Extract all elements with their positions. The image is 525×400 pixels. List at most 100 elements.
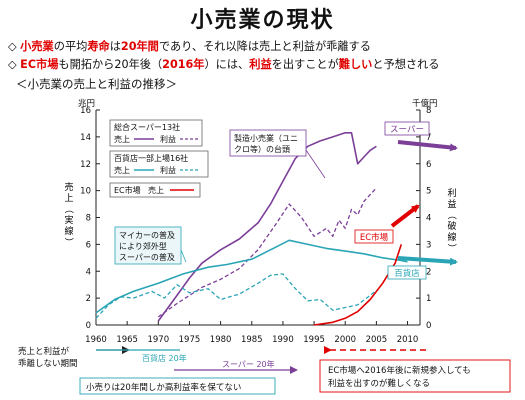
x-tick-label: 1960 — [85, 335, 107, 345]
y-left-tick-label: 8 — [86, 214, 91, 224]
axis-title-char: ） — [446, 243, 457, 252]
right-axis-unit: 千億円 — [412, 98, 438, 109]
no-divergence-note: 売上と利益が — [18, 346, 70, 357]
series-super_sales — [157, 132, 377, 322]
ec-label-box — [354, 229, 394, 244]
legend-item-label: 利益 — [160, 165, 176, 175]
y-left-tick-label: 16 — [80, 106, 91, 116]
y-right-tick-label: 8 — [426, 106, 431, 116]
uniqlo-callout-text: 製造小売業（ユニ — [234, 133, 298, 143]
bullet-segment: 寿命 — [87, 40, 110, 53]
y-right-tick-label: 2 — [426, 267, 431, 277]
dept-arrow — [397, 256, 458, 266]
bullet-segment: 2016年 — [162, 58, 205, 71]
bullet-segment: であり、それ以降は売上と利益が乖離する — [158, 40, 371, 53]
x-tick-label: 1990 — [272, 335, 294, 345]
bullet-segment: は — [109, 40, 121, 53]
x-tick-label: 2010 — [397, 335, 419, 345]
axis-title-char: ） — [63, 237, 74, 246]
legend-box — [109, 119, 203, 147]
series-dept_sales — [95, 239, 408, 314]
legend-box — [109, 150, 209, 178]
bullet-segment: ）には、 — [204, 58, 250, 71]
legend-item-label: 売上 — [114, 134, 130, 144]
bullet-segment: を出すことが — [271, 58, 339, 71]
axis-title-char: 益 — [447, 198, 456, 210]
axis-title-char: 実 — [64, 214, 73, 226]
legend-group-title: 百貨店一部上場16社 — [114, 153, 188, 163]
bullet-segment: 利益 — [249, 58, 272, 71]
uniqlo-callout-line — [305, 149, 326, 179]
y-left-tick-label: 0 — [86, 321, 91, 331]
super-label: スーパー — [390, 125, 424, 135]
bullet-1: ◇ 小売業の平均寿命は20年間であり、それ以降は売上と利益が乖離する — [8, 38, 440, 56]
x-tick-label: 2005 — [366, 335, 388, 345]
bullet-segment: ◇ — [8, 58, 21, 71]
bullet-segment: と予想される — [372, 58, 440, 71]
y-right-tick-label: 6 — [426, 160, 431, 170]
mycar-callout-text: スーパーの普及 — [119, 252, 175, 262]
axis-title-char: 線 — [64, 225, 73, 237]
super-arrow — [397, 140, 458, 152]
y-left-tick-label: 10 — [80, 187, 91, 197]
x-tick-label: 1970 — [147, 335, 169, 345]
right-axis-title: 利益（破線） — [446, 187, 457, 253]
y-left-tick-label: 14 — [80, 133, 91, 143]
mycar-callout-text: により郊外型 — [119, 241, 167, 251]
bullet-segment: 難しい — [338, 58, 373, 71]
x-tick-label: 1980 — [210, 335, 232, 345]
y-right-tick-label: 0 — [426, 321, 431, 331]
axis-title-char: 売 — [64, 181, 73, 193]
ec-note-text: EC市場へ2016年後に新規参入しても — [328, 365, 471, 376]
page-title: 小売業の現状 — [190, 8, 335, 33]
y-left-tick-label: 4 — [86, 267, 91, 277]
x-tick-label: 1975 — [179, 335, 201, 345]
ec-arrow — [390, 204, 420, 228]
x-tick-label: 2000 — [334, 335, 356, 345]
legend-item-label: 売上 — [114, 165, 130, 175]
super-label-box — [384, 121, 430, 136]
no-divergence-note: 乖離しない期間 — [18, 358, 78, 369]
legend-box — [109, 182, 201, 198]
bottom-note-box — [79, 377, 276, 395]
dept-span-label: 百貨店 20年 — [142, 353, 187, 363]
axis-title-char: （ — [446, 210, 457, 219]
mycar-callout-box — [114, 226, 182, 265]
bullet-segment: ◇ — [8, 40, 21, 53]
axis-title-char: （ — [63, 204, 74, 213]
axis-title-char: 利 — [447, 187, 456, 199]
chart-subtitle: ＜小売業の売上と利益の推移＞ — [16, 77, 177, 91]
left-axis-title: 売上（実線） — [63, 181, 74, 247]
legend-item-label: 利益 — [160, 134, 176, 144]
axis-title-char: 上 — [64, 193, 73, 204]
ec-note-box — [319, 359, 511, 393]
x-tick-label: 1965 — [116, 335, 138, 345]
super-span-label: スーパー 20年 — [222, 359, 275, 369]
uniqlo-callout-text: クロ等）の台頭 — [234, 144, 290, 154]
bullet-segment: の平均 — [53, 40, 88, 53]
axis-title-char: 破 — [447, 220, 456, 232]
bottom-note-text: 小売りは20年間しか高利益率を保てない — [86, 382, 241, 393]
bullet-segment: 20年間 — [120, 40, 159, 53]
summary-bullets: ◇ 小売業の平均寿命は20年間であり、それ以降は売上と利益が乖離する ◇ EC市… — [8, 38, 440, 74]
series-ec_sales — [313, 244, 403, 326]
axis-title-char: 線 — [447, 231, 456, 243]
bullet-segment: 小売業 — [20, 40, 54, 53]
y-right-tick-label: 5 — [426, 187, 431, 197]
x-tick-label: 1985 — [241, 335, 263, 345]
legend-group-title: 総合スーパー13社 — [114, 122, 180, 132]
y-left-tick-label: 12 — [80, 160, 91, 170]
x-tick-label: 1995 — [303, 335, 325, 345]
y-right-tick-label: 3 — [426, 240, 431, 250]
ec-note-text: 利益を出すのが難しくなる — [328, 378, 430, 389]
y-right-tick-label: 4 — [426, 214, 431, 224]
bullet-segment: も開拓から20年後（ — [58, 58, 163, 71]
y-left-tick-label: 2 — [86, 294, 91, 304]
bullet-segment: EC市場 — [20, 58, 59, 71]
left-axis-unit: 兆円 — [78, 98, 95, 109]
series-dept_profit — [95, 273, 377, 319]
y-right-tick-label: 1 — [426, 294, 431, 304]
dept-label: 百貨店 — [394, 268, 420, 279]
uniqlo-callout-box — [229, 129, 307, 157]
